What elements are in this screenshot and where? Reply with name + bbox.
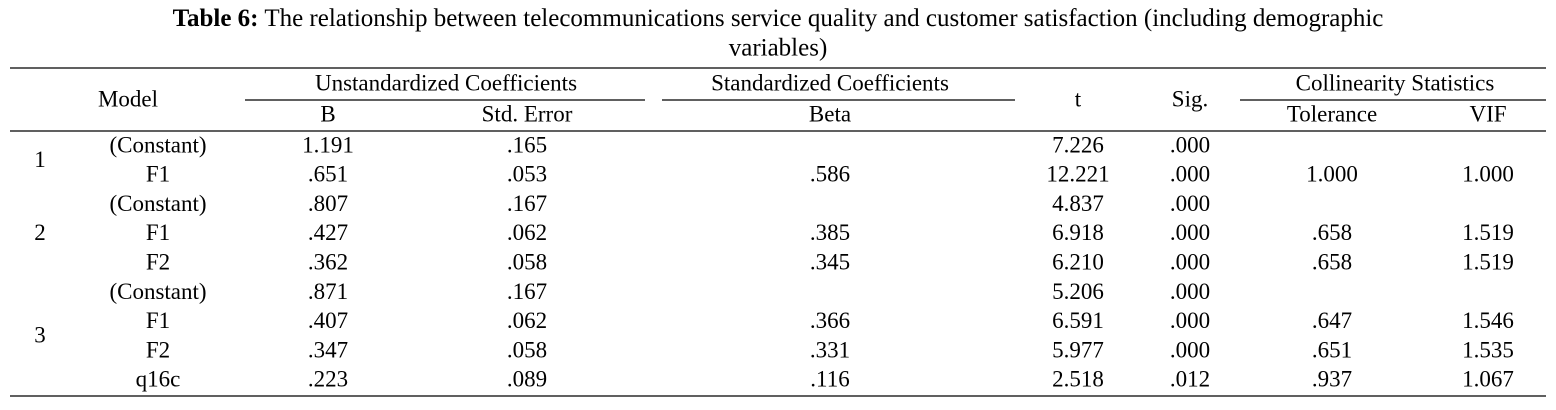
cell: .165 <box>507 132 547 157</box>
cell: 1.191 <box>302 132 354 157</box>
cell: .000 <box>1170 279 1210 304</box>
header-cell: Model <box>98 86 158 111</box>
cell: .000 <box>1170 308 1210 333</box>
cell: .331 <box>810 337 850 362</box>
cell: .062 <box>507 220 547 245</box>
header-cell: Tolerance <box>1287 101 1377 126</box>
cell: .167 <box>507 279 547 304</box>
cell: .000 <box>1170 220 1210 245</box>
cell: .427 <box>308 220 348 245</box>
header-cell: Beta <box>809 101 851 126</box>
cell: .385 <box>810 220 850 245</box>
cell: .658 <box>1312 249 1352 274</box>
cell: .362 <box>308 249 348 274</box>
cell: .000 <box>1170 191 1210 216</box>
cell: .000 <box>1170 162 1210 187</box>
cell: .058 <box>507 337 547 362</box>
cell: .347 <box>308 337 348 362</box>
row-label: F2 <box>146 249 170 274</box>
cell: 6.918 <box>1052 220 1104 245</box>
table-title: Table 6: The relationship between teleco… <box>173 5 1384 32</box>
title-label: Table 6: <box>173 5 259 32</box>
cell: 1.000 <box>1462 162 1514 187</box>
cell: 1.067 <box>1462 367 1514 392</box>
cell: 7.226 <box>1052 132 1104 157</box>
header-cell: Collinearity Statistics <box>1296 70 1495 95</box>
cell: 5.977 <box>1052 337 1104 362</box>
cell: .807 <box>308 191 348 216</box>
header-cell: Standardized Coefficients <box>711 70 949 95</box>
cell: 12.221 <box>1046 162 1109 187</box>
cell: .871 <box>308 279 348 304</box>
row-label: F1 <box>146 220 170 245</box>
cell: .223 <box>308 367 348 392</box>
cell: 1.519 <box>1462 220 1514 245</box>
header-cell: B <box>320 101 335 126</box>
header-cell: t <box>1075 86 1082 111</box>
header-cell: Unstandardized Coefficients <box>315 70 577 95</box>
cell: .647 <box>1312 308 1352 333</box>
row-label: (Constant) <box>109 191 206 216</box>
cell: .658 <box>1312 220 1352 245</box>
cell: 1.546 <box>1462 308 1514 333</box>
header-cell: VIF <box>1469 101 1506 126</box>
cell: .366 <box>810 308 850 333</box>
cell: 1.535 <box>1462 337 1514 362</box>
row-label: q16c <box>136 367 181 392</box>
cell: 6.210 <box>1052 249 1104 274</box>
model-number: 3 <box>34 323 46 348</box>
cell: .651 <box>308 162 348 187</box>
row-label: F1 <box>146 162 170 187</box>
row-label: F2 <box>146 337 170 362</box>
row-label: F1 <box>146 308 170 333</box>
model-number: 2 <box>34 220 46 245</box>
cell: .407 <box>308 308 348 333</box>
cell: .089 <box>507 367 547 392</box>
cell: .345 <box>810 249 850 274</box>
model-number: 1 <box>34 147 46 172</box>
cell: 2.518 <box>1052 367 1104 392</box>
cell: .053 <box>507 162 547 187</box>
cell: .000 <box>1170 337 1210 362</box>
cell: .058 <box>507 249 547 274</box>
cell: .586 <box>810 162 850 187</box>
cell: .000 <box>1170 132 1210 157</box>
title-text: The relationship between telecommunicati… <box>264 5 1383 32</box>
cell: .000 <box>1170 249 1210 274</box>
cell: 6.591 <box>1052 308 1104 333</box>
cell: .116 <box>810 367 849 392</box>
cell: 1.000 <box>1306 162 1358 187</box>
header-cell: Sig. <box>1172 86 1208 111</box>
title-text: variables) <box>729 35 828 62</box>
cell: 4.837 <box>1052 191 1104 216</box>
cell: .062 <box>507 308 547 333</box>
cell: .651 <box>1312 337 1352 362</box>
cell: 5.206 <box>1052 279 1104 304</box>
cell: .937 <box>1312 367 1352 392</box>
header-cell: Std. Error <box>482 101 573 126</box>
cell: .167 <box>507 191 547 216</box>
row-label: (Constant) <box>109 132 206 157</box>
cell: .012 <box>1170 367 1210 392</box>
row-label: (Constant) <box>109 279 206 304</box>
cell: 1.519 <box>1462 249 1514 274</box>
